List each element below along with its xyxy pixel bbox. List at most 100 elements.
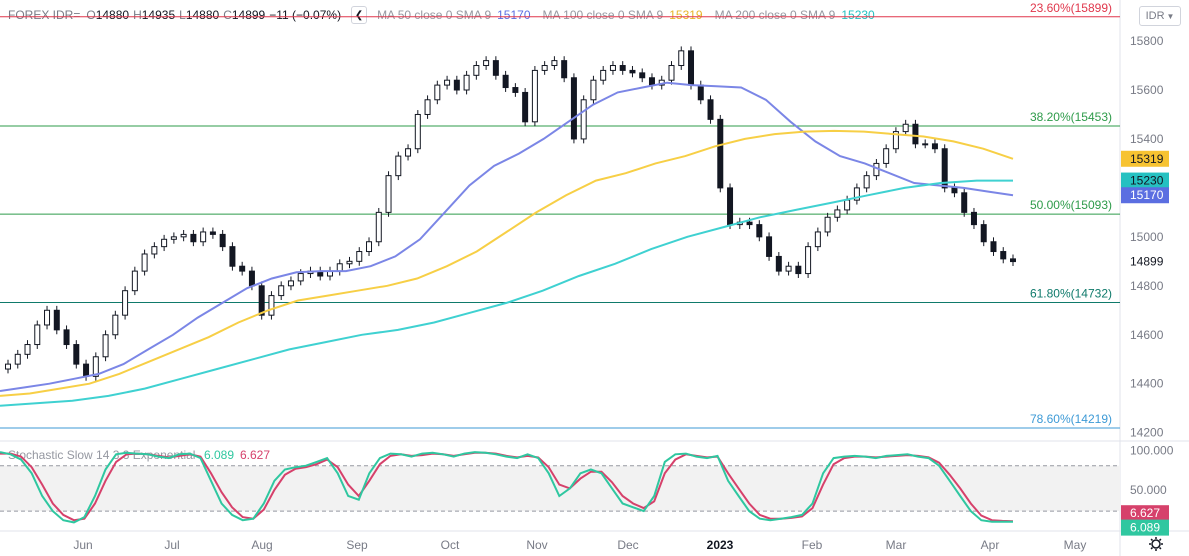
candle	[590, 79, 597, 101]
stochastic-k-value: 6.089	[204, 448, 234, 462]
candle	[366, 241, 373, 253]
candle	[941, 148, 948, 189]
close-value: 14899	[231, 8, 266, 22]
ma50-line	[0, 81, 1014, 392]
candle	[814, 231, 821, 248]
time-tick-label: Jun	[73, 538, 92, 552]
candle	[5, 363, 11, 370]
candle	[541, 65, 548, 71]
candle	[34, 324, 41, 346]
candle	[229, 246, 236, 267]
currency-select[interactable]: IDR ▼	[1139, 6, 1181, 26]
candle	[219, 233, 226, 248]
price-label-box	[1121, 150, 1169, 167]
ma200-label[interactable]: MA 200 close 0 SMA 9	[714, 8, 836, 22]
candle	[239, 265, 246, 272]
stochastic-tick-label: 100.000	[1130, 444, 1174, 458]
stochastic-k-badge	[1121, 519, 1169, 536]
candle	[805, 246, 812, 275]
candle	[112, 314, 119, 336]
candle	[356, 251, 363, 262]
ma50-value: 15170	[497, 8, 531, 22]
stochastic-tick-label: 50.000	[1130, 483, 1167, 497]
candle	[336, 263, 343, 272]
time-tick-label: 2023	[707, 538, 734, 552]
collapse-legend-button[interactable]: ❮	[351, 6, 368, 24]
price-label-text: 15230	[1130, 174, 1164, 188]
high-value: 14935	[141, 8, 176, 22]
candle	[795, 265, 802, 275]
candle	[268, 295, 275, 316]
candle	[463, 74, 470, 91]
candle	[24, 344, 31, 355]
time-tick-label: Sep	[346, 538, 368, 552]
fib-level-label: 50.00%(15093)	[1030, 198, 1112, 212]
stochastic-d-badge-text: 6.627	[1130, 506, 1160, 520]
y-tick-label: 15800	[1130, 34, 1164, 48]
candle	[980, 224, 987, 243]
price-label-text: 15319	[1130, 152, 1164, 166]
stochastic-k-badge-text: 6.089	[1130, 521, 1160, 535]
ma200-line	[0, 179, 1013, 407]
time-tick-label: Aug	[251, 538, 272, 552]
candle	[678, 50, 685, 67]
low-value: 14880	[185, 8, 220, 22]
candle	[14, 353, 21, 365]
candle	[385, 175, 392, 213]
candle	[248, 270, 255, 287]
fib-level-label: 38.20%(15453)	[1030, 110, 1112, 124]
gear-icon[interactable]	[1149, 537, 1163, 551]
time-tick-label: Oct	[441, 538, 460, 552]
ma100-label[interactable]: MA 100 close 0 SMA 9	[542, 8, 664, 22]
candle	[629, 69, 636, 74]
open-value: 14880	[95, 8, 130, 22]
last-price-label: 14899	[1130, 255, 1164, 269]
candle	[531, 69, 538, 123]
fib-level-label: 78.60%(14219)	[1030, 412, 1112, 426]
time-tick-label: Dec	[617, 538, 638, 552]
stochastic-k-line	[0, 451, 1013, 524]
time-tick-label: Nov	[526, 538, 547, 552]
candle	[990, 241, 997, 253]
candle	[931, 143, 938, 150]
gear-icon-ring	[1151, 539, 1161, 549]
candle	[444, 79, 451, 86]
candle	[912, 123, 919, 145]
candle	[346, 260, 353, 265]
candle	[863, 175, 870, 189]
close-label: C	[223, 8, 232, 22]
candle	[102, 334, 109, 358]
candle	[278, 285, 285, 297]
candle	[141, 253, 148, 272]
candle	[853, 187, 860, 201]
candle	[883, 148, 890, 164]
currency-label: IDR	[1145, 10, 1165, 22]
ma100-line	[0, 129, 1014, 397]
candle	[512, 87, 519, 93]
candle	[688, 50, 695, 86]
candle	[561, 60, 568, 79]
candle	[73, 344, 80, 365]
ma50-label[interactable]: MA 50 close 0 SMA 9	[377, 8, 492, 22]
gear-icon-tooth	[1150, 547, 1153, 550]
symbol-name[interactable]: FOREX IDR=	[8, 8, 81, 22]
candle	[287, 280, 294, 287]
candle	[502, 74, 509, 89]
candle	[619, 65, 626, 71]
candle	[395, 155, 402, 177]
candle	[717, 118, 724, 189]
chart-legend: FOREX IDR= O14880 H14935 L14880 C14899 −…	[0, 0, 875, 30]
ma100-value: 15319	[669, 8, 703, 22]
candle	[453, 79, 460, 91]
candle	[951, 187, 958, 194]
candle	[892, 131, 899, 150]
low-label: L	[179, 8, 186, 22]
candle	[161, 238, 168, 248]
time-tick-label: Mar	[886, 538, 907, 552]
chevron-down-icon: ▼	[1166, 11, 1175, 21]
candle	[297, 273, 304, 282]
candle	[151, 246, 158, 255]
candle	[580, 99, 587, 140]
candle	[775, 255, 782, 272]
